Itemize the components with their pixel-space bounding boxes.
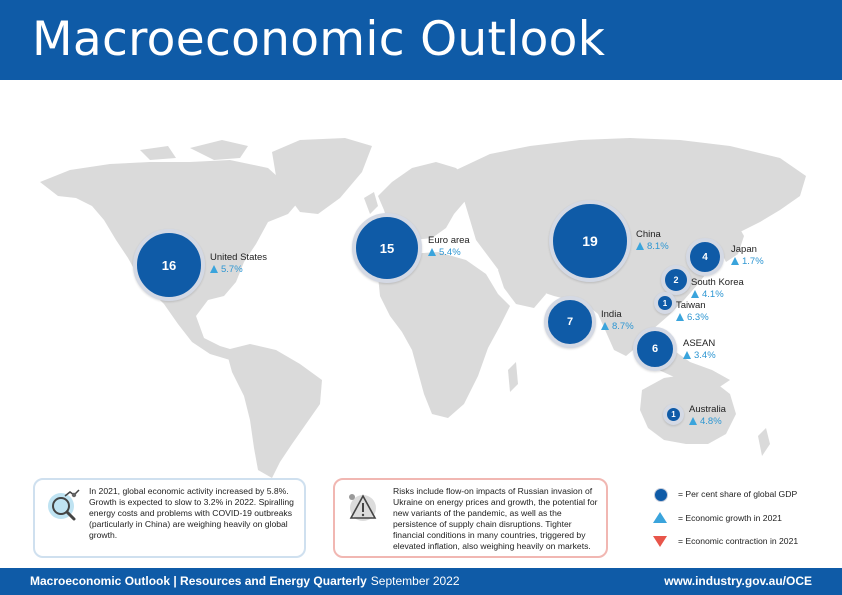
growth-up-icon (689, 417, 697, 425)
label-asean: ASEAN 3.4% (683, 338, 716, 362)
growth-up-icon (691, 290, 699, 298)
global-growth-box: In 2021, global economic activity increa… (33, 478, 306, 558)
label-japan: Japan 1.7% (731, 244, 764, 268)
share-bubble-china: 19 (549, 200, 631, 282)
growth-up-icon (428, 248, 436, 256)
contraction-down-icon (653, 536, 667, 547)
footer-date: September 2022 (370, 574, 460, 588)
region-name: ASEAN (683, 338, 716, 349)
legend: = Per cent share of global GDP = Economi… (650, 488, 830, 549)
footer-url-link[interactable]: www.industry.gov.au/OCE (664, 574, 812, 588)
header-banner: Macroeconomic Outlook (0, 0, 842, 80)
label-taiwan: Taiwan 6.3% (676, 300, 709, 324)
share-bubble-taiwan: 1 (654, 292, 676, 314)
growth-value: 5.7% (210, 264, 267, 276)
share-bubble-australia: 1 (663, 404, 684, 425)
region-name: Taiwan (676, 300, 706, 311)
label-india: India 8.7% (601, 309, 634, 333)
page-title: Macroeconomic Outlook (32, 12, 606, 67)
growth-value: 1.7% (731, 256, 764, 268)
region-name: United States (210, 252, 268, 263)
region-name: Japan (731, 244, 757, 255)
footer-bar: Macroeconomic Outlook | Resources and En… (0, 568, 842, 595)
risks-box: Risks include flow-on impacts of Russian… (333, 478, 608, 558)
region-name: China (636, 229, 661, 240)
global-growth-text: In 2021, global economic activity increa… (89, 486, 294, 540)
region-name: South Korea (691, 277, 744, 288)
region-name: Euro area (428, 235, 470, 246)
share-bubble-united-states: 16 (133, 229, 205, 301)
growth-value: 8.7% (601, 321, 634, 333)
growth-value: 5.4% (428, 247, 470, 259)
growth-value: 8.1% (636, 241, 669, 253)
growth-value: 4.1% (691, 289, 744, 301)
label-australia: Australia 4.8% (689, 404, 726, 428)
growth-up-icon (676, 313, 684, 321)
growth-up-icon (210, 265, 218, 273)
growth-value: 4.8% (689, 416, 726, 428)
label-euro-area: Euro area 5.4% (428, 235, 470, 259)
growth-up-icon (653, 512, 667, 523)
growth-up-icon (636, 242, 644, 250)
share-bubble-japan: 4 (686, 238, 724, 276)
share-bubble-south-korea: 2 (661, 265, 691, 295)
gdp-share-dot-icon (654, 488, 668, 502)
risks-text: Risks include flow-on impacts of Russian… (393, 486, 598, 551)
region-name: India (601, 309, 622, 320)
growth-value: 3.4% (683, 350, 716, 362)
share-bubble-euro-area: 15 (352, 213, 422, 283)
share-bubble-india: 7 (544, 296, 596, 348)
magnifier-chart-icon (48, 489, 80, 521)
label-china: China 8.1% (636, 229, 669, 253)
footer-title: Macroeconomic Outlook | Resources and En… (30, 574, 460, 588)
growth-up-icon (731, 257, 739, 265)
growth-value: 6.3% (676, 312, 709, 324)
growth-up-icon (601, 322, 609, 330)
warning-icon (349, 494, 377, 521)
label-south-korea: South Korea 4.1% (691, 277, 744, 301)
label-united-states: United States 5.7% (210, 252, 267, 276)
region-name: Australia (689, 404, 726, 415)
growth-up-icon (683, 351, 691, 359)
share-bubble-asean: 6 (633, 327, 677, 371)
